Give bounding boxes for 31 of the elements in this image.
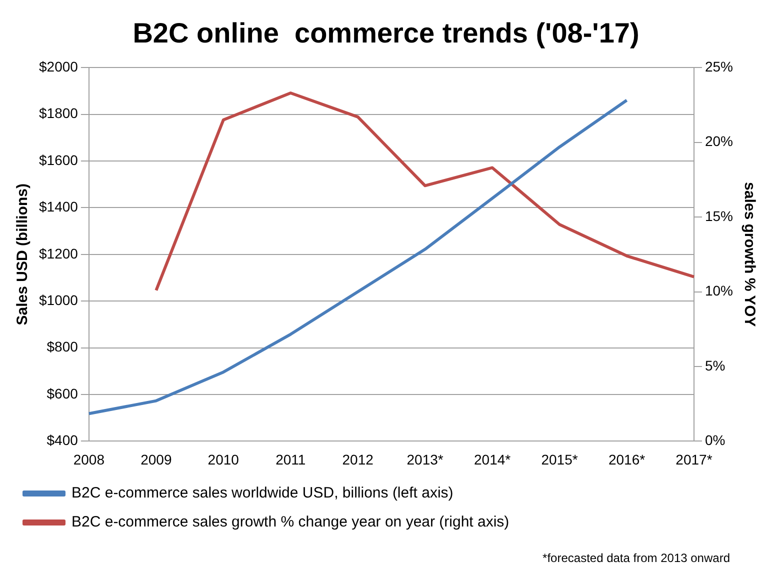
text: *forecasted data from 2013 onward	[542, 551, 730, 565]
y2-tick-label: 0%	[704, 432, 726, 448]
y-tick-label: $1000	[38, 292, 78, 308]
y2-tick-label: 20%	[704, 133, 734, 150]
y2-tick-label: 25%	[704, 58, 734, 74]
x-tick-label: 2016*	[608, 451, 646, 468]
legend-label: B2C e-commerce sales growth % change year on year (right axis)	[72, 514, 510, 531]
y-tick-label: $600	[46, 385, 78, 402]
legend-label: B2C e-commerce sales worldwide USD, billions (left axis)	[72, 484, 454, 502]
x-tick-label: 2010	[208, 451, 240, 468]
y2-tick-label: 15%	[704, 208, 734, 224]
y-tick-label: $1400	[38, 198, 78, 215]
y2-tick-label: 5%	[704, 357, 726, 374]
x-tick-label: 2011	[276, 451, 306, 468]
y2-axis-title: sales growth % YOY	[740, 182, 758, 327]
x-tick-label: 2017*	[676, 451, 713, 468]
y-tick-label: $1200	[38, 245, 78, 262]
y2-tick-label: 10%	[704, 282, 734, 299]
chart-title: B2C online commerce trends ('08-'17)	[132, 18, 640, 49]
y-tick-label: $1600	[38, 152, 78, 168]
y-tick-label: $800	[46, 338, 78, 355]
x-tick-label: 2012	[342, 451, 374, 468]
y-tick-label: $400	[46, 432, 78, 448]
x-tick-label: 2015*	[541, 451, 578, 468]
y-axis-title: Sales USD (billions)	[14, 184, 32, 326]
x-tick-label: 2013*	[406, 451, 444, 468]
x-tick-label: 2008	[73, 451, 105, 468]
x-tick-label: 2014*	[474, 451, 512, 468]
y-tick-label: $1800	[38, 105, 78, 122]
y-tick-label: $2000	[38, 58, 78, 74]
x-tick-label: 2009	[140, 451, 172, 468]
